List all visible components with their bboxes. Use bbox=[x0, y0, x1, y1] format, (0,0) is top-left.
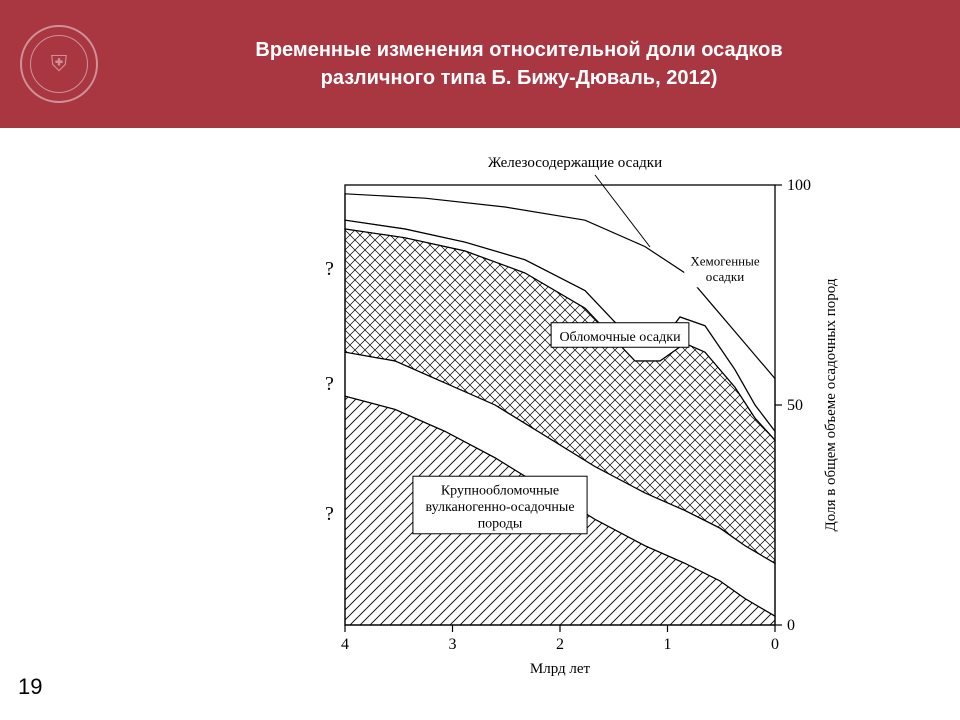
region-label: Обломочные осадки bbox=[559, 330, 681, 345]
logo-icon: ⛨ bbox=[30, 35, 88, 93]
x-axis-label: Млрд лет bbox=[530, 661, 591, 677]
header-bar: ⛨ Временные изменения относительной доли… bbox=[0, 0, 960, 128]
title-line1: Временные изменения относительной доли о… bbox=[108, 36, 930, 64]
region-label: вулканогенно-осадочные bbox=[425, 500, 574, 515]
slide-title: Временные изменения относительной доли о… bbox=[98, 36, 960, 92]
iron-label: Железосодержащие осадки bbox=[488, 155, 662, 171]
region-label: осадки bbox=[706, 269, 744, 284]
page-number: 19 bbox=[18, 674, 42, 700]
university-logo: ⛨ bbox=[20, 25, 98, 103]
xtick-label: 0 bbox=[771, 636, 779, 653]
region-label: Крупнообломочные bbox=[441, 483, 559, 498]
region-label: породы bbox=[478, 516, 523, 531]
ytick-label: 100 bbox=[787, 177, 811, 194]
xtick-label: 2 bbox=[556, 636, 564, 653]
qmark: ? bbox=[325, 258, 334, 280]
xtick-label: 1 bbox=[664, 636, 672, 653]
qmark: ? bbox=[325, 503, 334, 525]
chart-container: 0 50 100 4 3 2 1 0 Млрд лет Доля в общем объеме о… bbox=[300, 145, 865, 685]
xtick-label: 3 bbox=[449, 636, 457, 653]
region-label: Хемогенные bbox=[690, 254, 759, 269]
stacked-area-chart: 0 50 100 4 3 2 1 0 Млрд лет Доля в общем объеме о… bbox=[300, 145, 865, 685]
xtick-label: 4 bbox=[341, 636, 349, 653]
qmark: ? bbox=[325, 373, 334, 395]
title-line2: различного типа Б. Бижу-Дюваль, 2012) bbox=[108, 64, 930, 92]
y-axis-label: Доля в общем объеме осадочных пород bbox=[823, 278, 839, 531]
ytick-label: 50 bbox=[787, 397, 803, 414]
ytick-label: 0 bbox=[787, 617, 795, 634]
